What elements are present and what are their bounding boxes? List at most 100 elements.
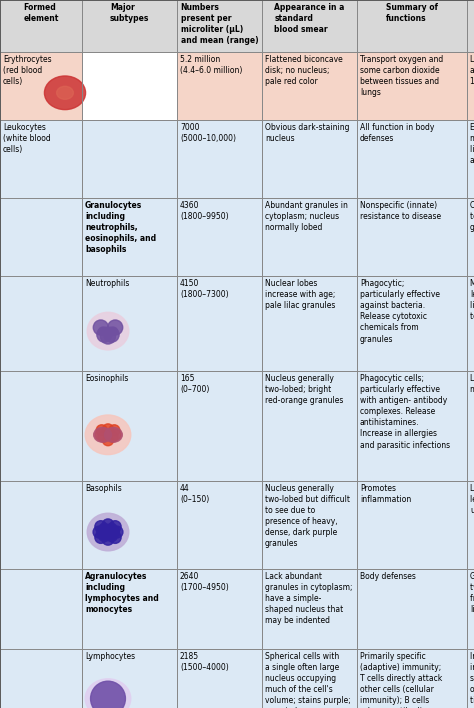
- Circle shape: [109, 429, 121, 440]
- Bar: [82, 198, 177, 569]
- Circle shape: [97, 526, 109, 538]
- Bar: [467, 120, 474, 198]
- Text: Classified according
to membrane-bound
granules in cytoplasm: Classified according to membrane-bound g…: [470, 201, 474, 232]
- Text: Nuclear lobes
increase with age;
pale lilac granules: Nuclear lobes increase with age; pale li…: [265, 279, 336, 310]
- Text: 4150
(1800–7300): 4150 (1800–7300): [180, 279, 228, 299]
- Circle shape: [102, 424, 114, 435]
- Text: Body defenses: Body defenses: [360, 572, 416, 581]
- Bar: [467, 198, 474, 276]
- Text: Summary of
functions: Summary of functions: [386, 3, 438, 23]
- Bar: [357, 276, 467, 371]
- Bar: [177, 371, 262, 481]
- Text: Nucleus generally
two-lobed but difficult
to see due to
presence of heavy,
dense: Nucleus generally two-lobed but difficul…: [265, 484, 350, 549]
- Bar: [262, 371, 357, 481]
- Circle shape: [98, 431, 109, 442]
- Bar: [357, 371, 467, 481]
- Bar: [262, 120, 357, 198]
- Circle shape: [100, 329, 116, 344]
- Text: Eosinophils: Eosinophils: [85, 374, 128, 383]
- Bar: [177, 569, 262, 649]
- Bar: [82, 569, 177, 708]
- Text: 4360
(1800–9950): 4360 (1800–9950): [180, 201, 228, 221]
- Circle shape: [99, 327, 107, 335]
- Ellipse shape: [56, 86, 73, 99]
- Circle shape: [95, 532, 107, 543]
- Bar: [262, 481, 357, 569]
- Bar: [467, 649, 474, 708]
- Circle shape: [93, 526, 105, 538]
- Text: Nonspecific (innate)
resistance to disease: Nonspecific (innate) resistance to disea…: [360, 201, 441, 221]
- Bar: [177, 0, 262, 52]
- Bar: [467, 0, 474, 52]
- Bar: [357, 481, 467, 569]
- Bar: [82, 120, 177, 198]
- Text: Transport oxygen and
some carbon dioxide
between tissues and
lungs: Transport oxygen and some carbon dioxide…: [360, 55, 443, 97]
- Ellipse shape: [87, 513, 129, 551]
- Text: Lymphocytes: Lymphocytes: [85, 652, 135, 661]
- Circle shape: [96, 425, 107, 436]
- Circle shape: [102, 526, 114, 538]
- Bar: [177, 481, 262, 569]
- Text: Numbers
present per
microliter (μL)
and mean (range): Numbers present per microliter (μL) and …: [181, 3, 258, 45]
- Bar: [467, 481, 474, 569]
- Ellipse shape: [94, 428, 111, 442]
- Bar: [262, 198, 357, 276]
- Text: Formed
element: Formed element: [23, 3, 59, 23]
- Text: Group consists of
two major cell types
from different
lineages: Group consists of two major cell types f…: [470, 572, 474, 615]
- Text: 7000
(5000–10,000): 7000 (5000–10,000): [180, 123, 236, 143]
- Text: Least common
leukocyte; lifespan
unknown: Least common leukocyte; lifespan unknown: [470, 484, 474, 515]
- Circle shape: [99, 523, 110, 535]
- Text: Neutrophils: Neutrophils: [85, 279, 129, 288]
- Text: Flattened biconcave
disk; no nucleus;
pale red color: Flattened biconcave disk; no nucleus; pa…: [265, 55, 343, 86]
- Circle shape: [109, 327, 118, 335]
- Circle shape: [104, 327, 112, 335]
- Circle shape: [106, 530, 118, 542]
- Bar: [177, 120, 262, 198]
- Bar: [467, 276, 474, 371]
- Circle shape: [108, 526, 119, 538]
- Bar: [357, 52, 467, 120]
- Bar: [262, 0, 357, 52]
- Circle shape: [91, 681, 126, 708]
- Circle shape: [95, 520, 107, 532]
- Ellipse shape: [104, 428, 122, 442]
- Circle shape: [109, 532, 121, 543]
- Text: All function in body
defenses: All function in body defenses: [360, 123, 434, 143]
- Text: Spherical cells with
a single often large
nucleus occupying
much of the cell's
v: Spherical cells with a single often larg…: [265, 652, 357, 708]
- Ellipse shape: [45, 76, 86, 110]
- Bar: [357, 198, 467, 276]
- Text: Erythrocytes
(red blood
cells): Erythrocytes (red blood cells): [3, 55, 52, 86]
- Bar: [467, 52, 474, 120]
- Text: Exit capillaries and
move into tissues;
lifespan of usually
a few hours or days: Exit capillaries and move into tissues; …: [470, 123, 474, 165]
- Bar: [177, 52, 262, 120]
- Circle shape: [104, 327, 119, 342]
- Bar: [467, 371, 474, 481]
- Text: Lack abundant
granules in cytoplasm;
have a simple-
shaped nucleus that
may be i: Lack abundant granules in cytoplasm; hav…: [265, 572, 353, 625]
- Bar: [262, 649, 357, 708]
- Circle shape: [109, 520, 121, 532]
- Text: Lifespan of
approximately
120 days: Lifespan of approximately 120 days: [470, 55, 474, 86]
- Text: Granulocytes
including
neutrophils,
eosinophils, and
basophils: Granulocytes including neutrophils, eosi…: [85, 201, 156, 254]
- Text: 2640
(1700–4950): 2640 (1700–4950): [180, 572, 229, 592]
- Text: Promotes
inflammation: Promotes inflammation: [360, 484, 411, 504]
- Bar: [0, 52, 82, 120]
- Text: Phagocytic;
particularly effective
against bacteria.
Release cytotoxic
chemicals: Phagocytic; particularly effective again…: [360, 279, 440, 343]
- Circle shape: [97, 327, 112, 342]
- Text: Basophils: Basophils: [85, 484, 122, 493]
- Bar: [262, 52, 357, 120]
- Text: Lifespan of
minutes to days: Lifespan of minutes to days: [470, 374, 474, 394]
- Bar: [177, 276, 262, 371]
- Bar: [0, 120, 82, 708]
- Bar: [262, 569, 357, 649]
- Bar: [262, 276, 357, 371]
- Ellipse shape: [87, 312, 129, 350]
- Bar: [357, 120, 467, 198]
- Bar: [0, 0, 82, 52]
- Text: Major
subtypes: Major subtypes: [110, 3, 149, 23]
- Text: 165
(0–700): 165 (0–700): [180, 374, 210, 394]
- Circle shape: [111, 526, 123, 538]
- Circle shape: [99, 530, 110, 542]
- Circle shape: [108, 320, 123, 335]
- Circle shape: [102, 435, 114, 446]
- Text: Appearance in a
standard
blood smear: Appearance in a standard blood smear: [274, 3, 345, 34]
